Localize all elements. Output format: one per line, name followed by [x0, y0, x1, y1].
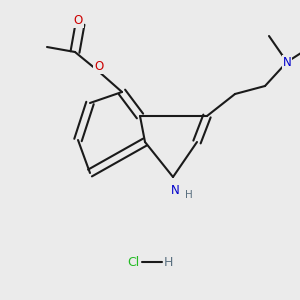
Text: N: N	[171, 184, 179, 197]
Text: O: O	[74, 14, 82, 28]
Text: H: H	[185, 190, 193, 200]
Text: N: N	[283, 56, 291, 68]
Text: O: O	[94, 61, 103, 74]
Text: Cl: Cl	[128, 256, 140, 268]
Text: H: H	[164, 256, 173, 268]
